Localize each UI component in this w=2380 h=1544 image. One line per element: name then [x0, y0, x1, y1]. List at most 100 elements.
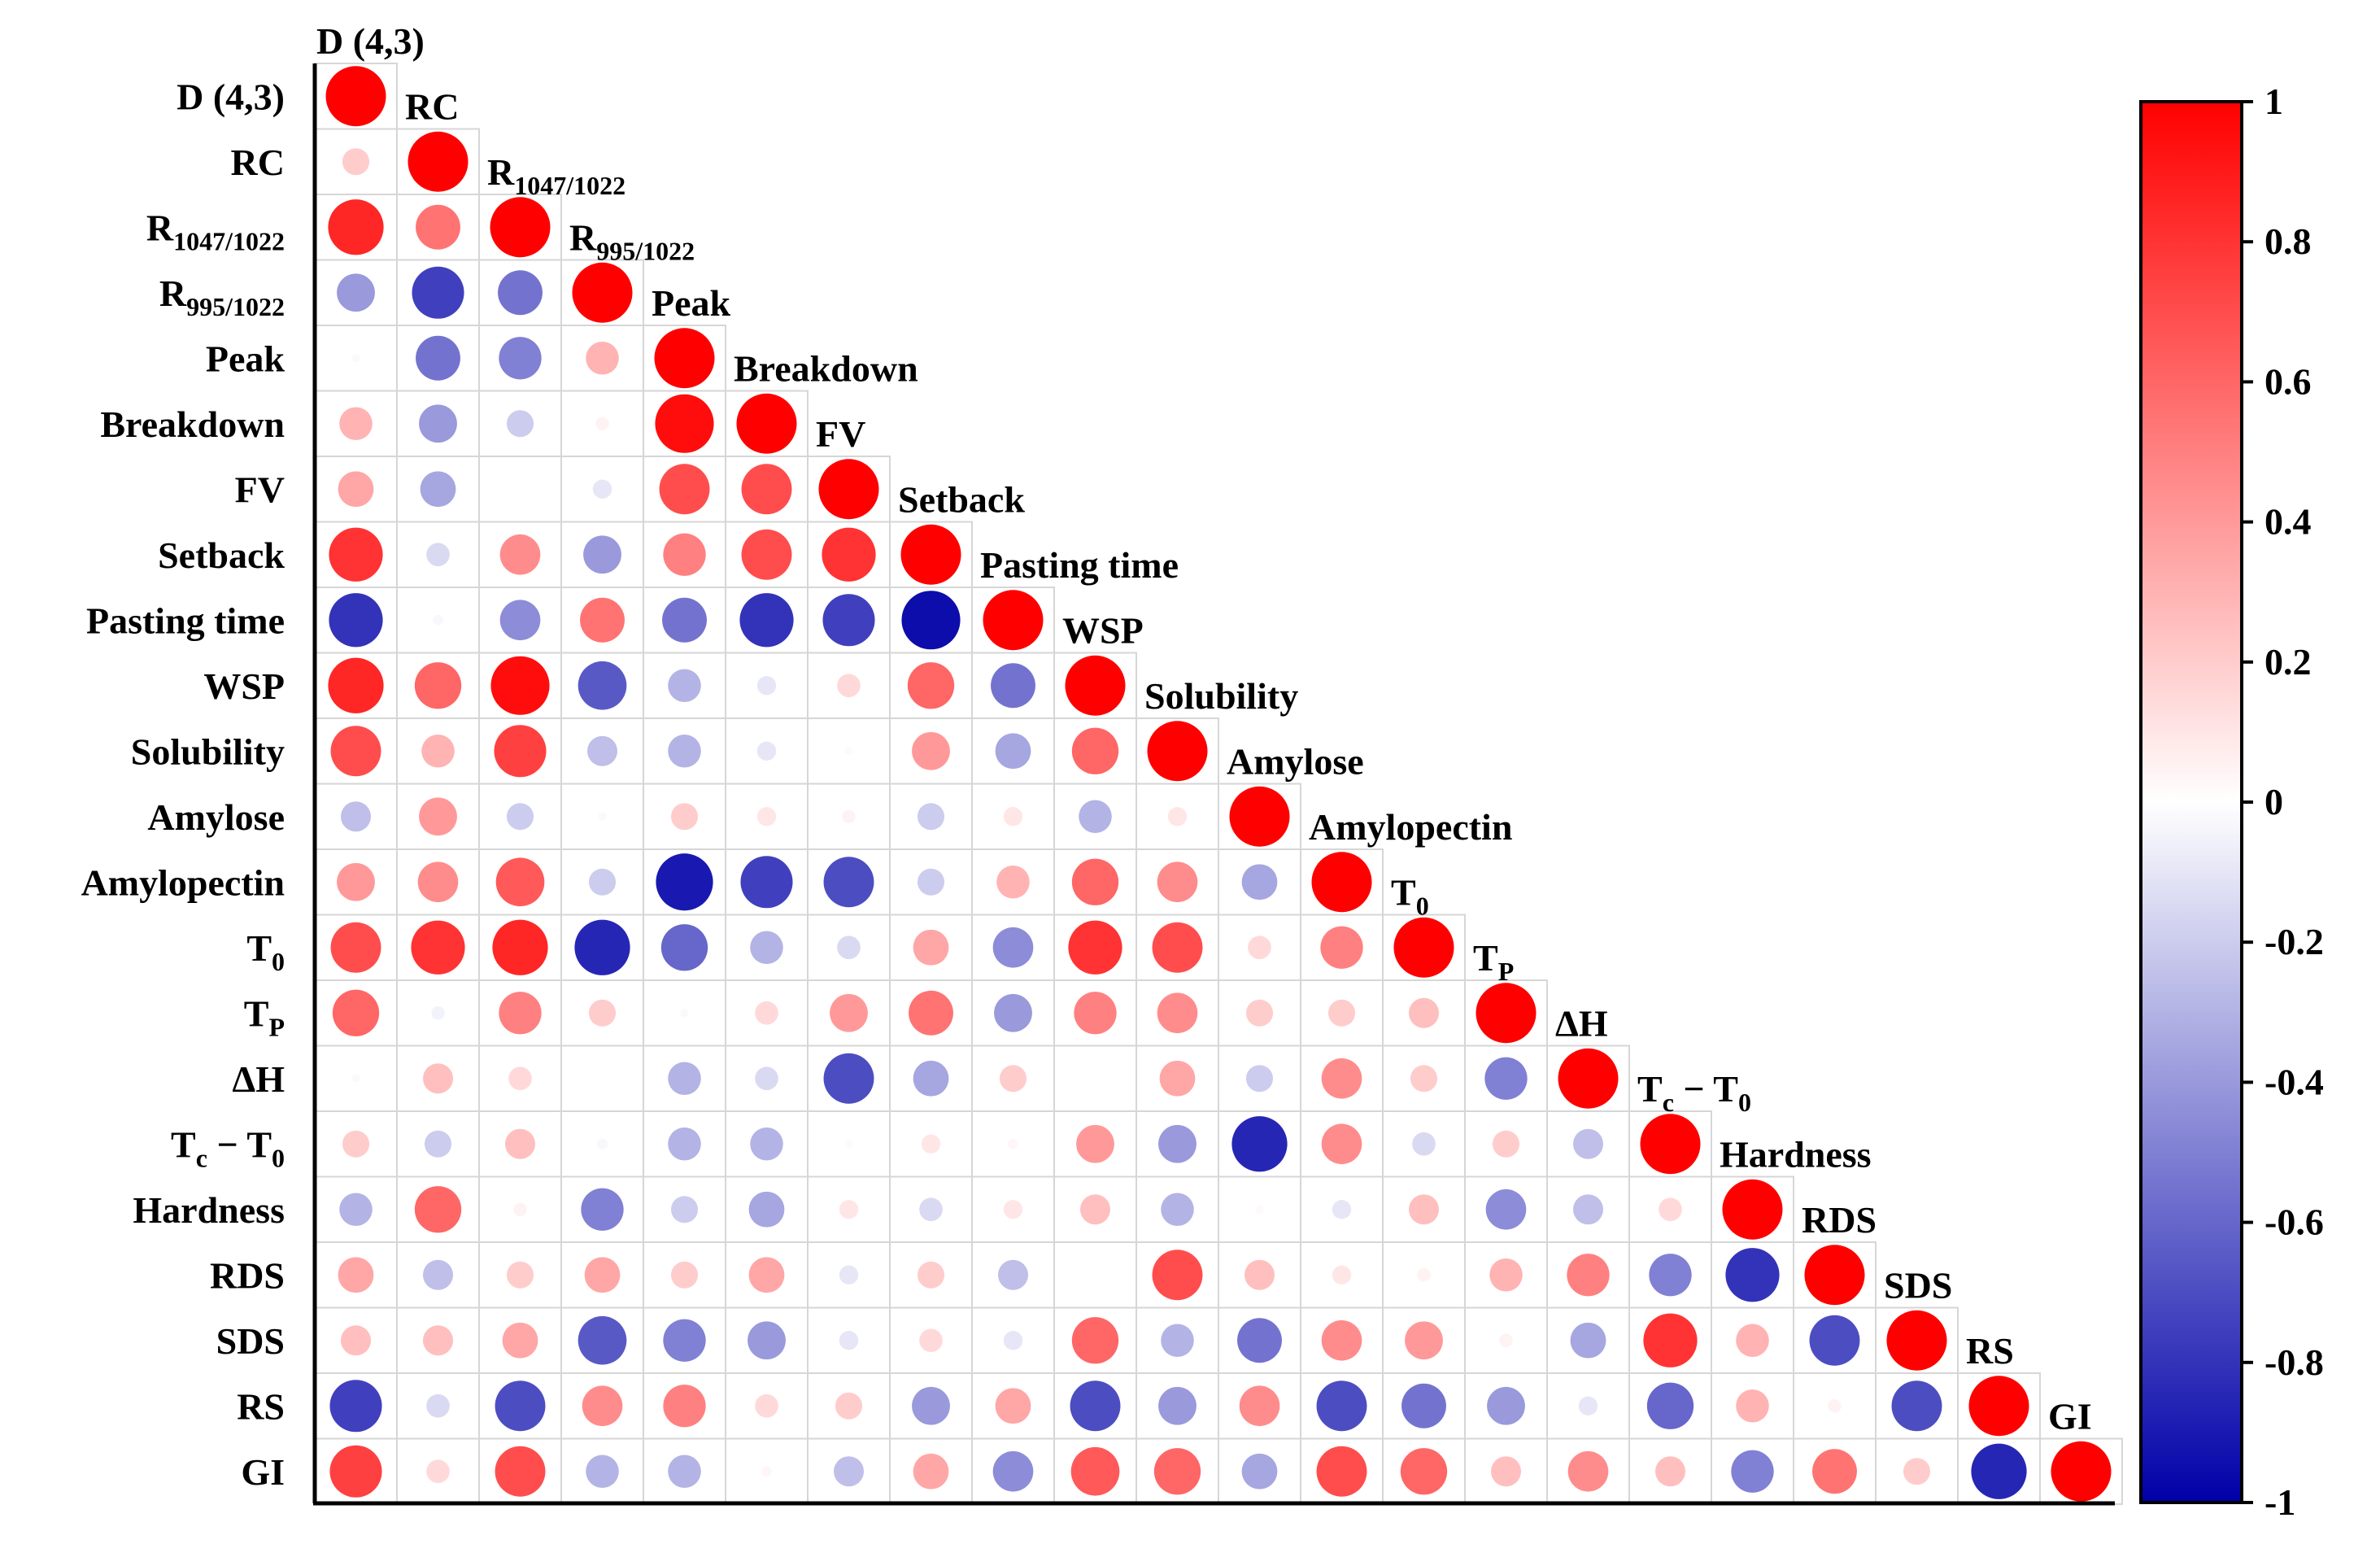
colorbar-tick-label: -0.8 [2264, 1341, 2324, 1383]
correlation-circle [1410, 1065, 1438, 1093]
column-label-h: ΔH [1555, 1003, 1608, 1045]
row-label-t0: T0 [246, 927, 285, 976]
correlation-circle [423, 1325, 453, 1356]
matrix-cell [1053, 1045, 1137, 1112]
correlation-circle [1405, 1321, 1443, 1360]
correlation-circle [1499, 1333, 1513, 1348]
correlation-circle [1491, 1456, 1521, 1487]
row-label-wsp: WSP [203, 665, 285, 707]
matrix-grid [314, 63, 2123, 1505]
correlation-circle [1008, 1138, 1018, 1149]
correlation-circles [325, 66, 2112, 1502]
correlation-circle [917, 1261, 945, 1289]
correlation-circle [1076, 1124, 1114, 1163]
row-label-d-4-3: D (4,3) [177, 76, 285, 117]
correlation-circle [1157, 992, 1198, 1034]
column-label-hardness: Hardness [1720, 1134, 1872, 1175]
colorbar-gradient [2139, 100, 2243, 1504]
correlation-circle [426, 543, 450, 567]
correlation-circle [921, 1134, 941, 1154]
correlation-circle [411, 920, 465, 975]
correlation-circle [1409, 1194, 1439, 1225]
correlation-circle [670, 803, 699, 831]
colorbar-tick-label: 0 [2264, 781, 2283, 822]
correlation-circle [572, 262, 633, 323]
correlation-circle [1070, 1380, 1121, 1432]
correlation-circle [587, 735, 617, 766]
correlation-circle [423, 1259, 453, 1290]
colorbar-tick-label: 0.2 [2264, 641, 2312, 683]
correlation-circle [1316, 1380, 1367, 1432]
correlation-circle [834, 1456, 864, 1487]
correlation-circle [1003, 807, 1023, 827]
colorbar-tick-label: 0.6 [2264, 360, 2312, 402]
correlation-circle [505, 1128, 535, 1159]
column-label-rds: RDS [1802, 1199, 1877, 1241]
correlation-circle [328, 199, 384, 255]
correlation-circle [748, 1257, 785, 1293]
correlation-circle [756, 676, 777, 696]
column-label-setback: Setback [898, 479, 1025, 521]
correlation-circle [337, 862, 375, 901]
colorbar-tick-label: 0.4 [2264, 501, 2312, 543]
correlation-circle [996, 865, 1030, 899]
correlation-circle [839, 1265, 859, 1284]
correlation-circle [332, 989, 380, 1036]
correlation-circle [1731, 1450, 1774, 1493]
correlation-circle [740, 856, 793, 909]
correlation-circle [339, 1193, 373, 1227]
correlation-circle [1147, 721, 1208, 782]
column-label-tp: TP [1473, 937, 1514, 986]
correlation-circle [1161, 1324, 1194, 1358]
correlation-circle [433, 614, 443, 626]
correlation-circle [1229, 786, 1290, 847]
correlation-circle [842, 809, 856, 824]
correlation-circle [659, 464, 710, 515]
correlation-circle [1489, 1258, 1523, 1292]
row-label-solubility: Solubility [131, 731, 285, 772]
correlation-circle [328, 657, 384, 713]
correlation-circle [329, 527, 383, 582]
correlation-circle [490, 197, 551, 258]
correlation-circle [338, 471, 374, 508]
correlation-circle [913, 1453, 949, 1489]
correlation-circle [756, 741, 777, 761]
correlation-circle [919, 1328, 943, 1353]
correlation-circle [823, 857, 874, 908]
correlation-circle [1573, 1128, 1603, 1159]
correlation-circle [913, 1060, 949, 1097]
correlation-circle [1321, 1319, 1362, 1361]
correlation-circle [1152, 1250, 1203, 1301]
correlation-circle [586, 1455, 619, 1489]
correlation-circle [1567, 1254, 1610, 1297]
correlation-circle [995, 1388, 1031, 1424]
correlation-circle [1646, 1382, 1694, 1429]
colorbar [2139, 100, 2243, 1504]
correlation-circle [992, 927, 1034, 968]
correlation-circle [741, 464, 792, 515]
correlation-circle [414, 1186, 462, 1233]
correlation-circle [329, 1380, 382, 1433]
correlation-circle [351, 1074, 360, 1083]
correlation-circle [668, 1127, 701, 1161]
correlation-circle [492, 919, 548, 975]
correlation-circle [1812, 1449, 1857, 1494]
correlation-circle [1241, 864, 1278, 901]
correlation-circle [912, 1386, 950, 1425]
column-label-rc: RC [405, 86, 459, 128]
correlation-circle [1080, 1194, 1110, 1225]
correlation-circle [912, 731, 950, 770]
row-label-fv: FV [235, 469, 285, 510]
colorbar-tick-label: -0.2 [2264, 921, 2324, 962]
correlation-circle [1158, 1386, 1197, 1425]
row-label-gi: GI [241, 1451, 285, 1493]
correlation-circle [992, 1450, 1034, 1492]
correlation-circle [431, 1005, 445, 1020]
column-label-solubility: Solubility [1144, 675, 1298, 717]
correlation-circle [909, 990, 953, 1036]
correlation-circle [995, 733, 1031, 770]
correlation-circle [1400, 1448, 1448, 1495]
row-label-r1047-1022: R1047/1022 [146, 207, 285, 255]
row-label-peak: Peak [206, 338, 286, 379]
correlation-circle [499, 600, 541, 641]
